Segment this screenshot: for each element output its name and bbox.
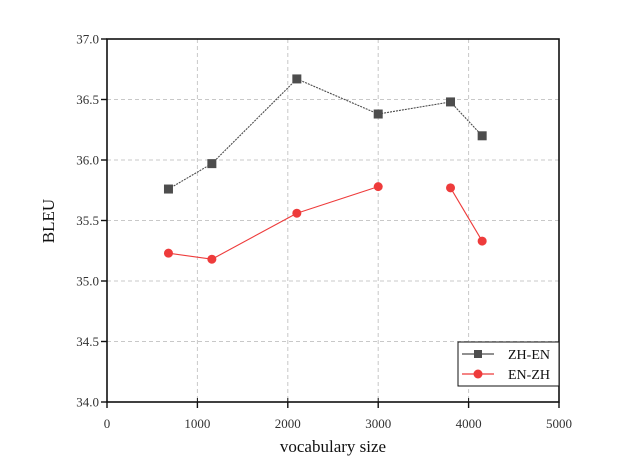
data-point-square xyxy=(477,131,487,141)
legend-label: ZH-EN xyxy=(508,348,550,363)
series-segment xyxy=(211,212,298,260)
legend: ZH-EN EN-ZH xyxy=(457,341,560,387)
series-en-zh xyxy=(163,182,487,264)
axis-ticks: 34.0 34.5 35.0 35.5 36.0 36.5 37.0 0 1000 2000 300… xyxy=(76,32,572,432)
legend-item-zh-en: ZH-EN xyxy=(462,348,550,363)
legend-circle-icon xyxy=(473,369,483,379)
series-segment xyxy=(168,252,212,260)
data-point-circle xyxy=(292,208,302,218)
legend-square-icon xyxy=(474,350,482,358)
data-point-circle xyxy=(163,248,173,258)
x-tick-label: 4000 xyxy=(456,416,482,431)
data-point-square xyxy=(163,184,173,194)
series-segment xyxy=(296,186,379,214)
y-tick-label: 34.5 xyxy=(76,334,99,349)
legend-item-en-zh: EN-ZH xyxy=(462,368,550,383)
y-tick-label: 37.0 xyxy=(76,32,99,47)
x-tick-label: 3000 xyxy=(365,416,391,431)
y-tick-label: 35.5 xyxy=(76,213,99,228)
y-tick-label: 36.5 xyxy=(76,92,99,107)
series-layer xyxy=(163,74,487,264)
series-segment xyxy=(378,101,451,115)
data-point-circle xyxy=(373,182,383,192)
x-tick-label: 0 xyxy=(104,416,111,431)
y-tick-label: 34.0 xyxy=(76,395,99,410)
x-tick-label: 5000 xyxy=(546,416,572,431)
legend-box xyxy=(457,341,560,387)
x-tick-label: 1000 xyxy=(184,416,210,431)
x-tick-label: 2000 xyxy=(275,416,301,431)
data-point-circle xyxy=(477,236,487,246)
y-tick-label: 35.0 xyxy=(76,274,99,289)
series-segment xyxy=(211,78,298,165)
y-tick-label: 36.0 xyxy=(76,153,99,168)
data-point-square xyxy=(373,109,383,119)
data-point-square xyxy=(207,159,217,169)
legend-label: EN-ZH xyxy=(508,368,550,383)
data-point-square xyxy=(292,74,302,84)
data-point-square xyxy=(446,97,456,107)
series-zh-en xyxy=(163,74,487,194)
series-segment xyxy=(450,101,483,137)
y-axis-title: BLEU xyxy=(39,199,58,243)
series-segment xyxy=(450,187,483,242)
series-segment xyxy=(296,78,379,115)
data-point-circle xyxy=(446,183,456,193)
series-segment xyxy=(168,163,213,190)
x-axis-title: vocabulary size xyxy=(280,437,386,456)
data-point-circle xyxy=(207,254,217,264)
